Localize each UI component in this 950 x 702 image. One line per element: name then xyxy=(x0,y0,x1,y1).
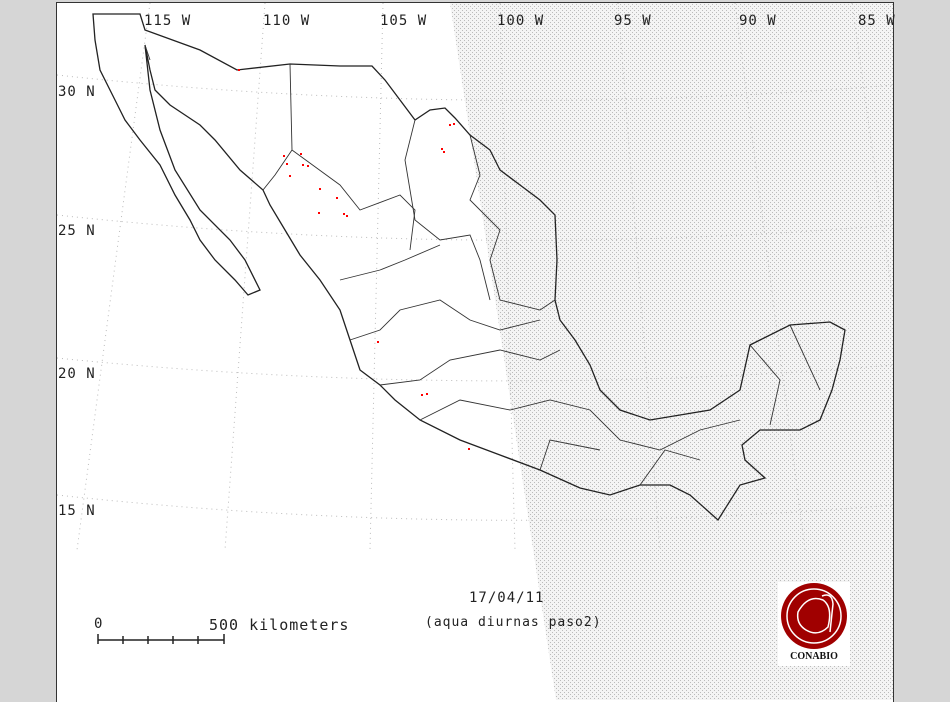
mexico-outline xyxy=(92,13,846,521)
lat-label: 30 N xyxy=(58,84,96,100)
lon-label: 95 W xyxy=(614,13,652,29)
scale-start-label: 0 xyxy=(94,616,104,632)
logo-text: CONABIO xyxy=(790,651,838,662)
scale-bar xyxy=(97,634,225,644)
lon-label: 105 W xyxy=(380,13,428,29)
lat-label: 15 N xyxy=(58,503,96,519)
lon-label: 110 W xyxy=(263,13,311,29)
date-label: 17/04/11 xyxy=(469,590,545,606)
lon-label: 90 W xyxy=(739,13,777,29)
graticule xyxy=(56,2,894,551)
lat-label: 25 N xyxy=(58,223,96,239)
conabio-logo: CONABIO xyxy=(778,582,850,666)
lon-label: 115 W xyxy=(144,13,192,29)
subtitle-label: (aqua diurnas paso2) xyxy=(425,615,602,630)
lon-label: 100 W xyxy=(497,13,545,29)
fire-hotspots xyxy=(238,69,470,450)
state-boundaries xyxy=(144,44,821,486)
logo-emblem xyxy=(781,583,847,649)
scale-end-label: 500 kilometers xyxy=(209,616,350,634)
night-shading xyxy=(450,3,893,700)
lon-label: 85 W xyxy=(858,13,896,29)
lat-label: 20 N xyxy=(58,366,96,382)
